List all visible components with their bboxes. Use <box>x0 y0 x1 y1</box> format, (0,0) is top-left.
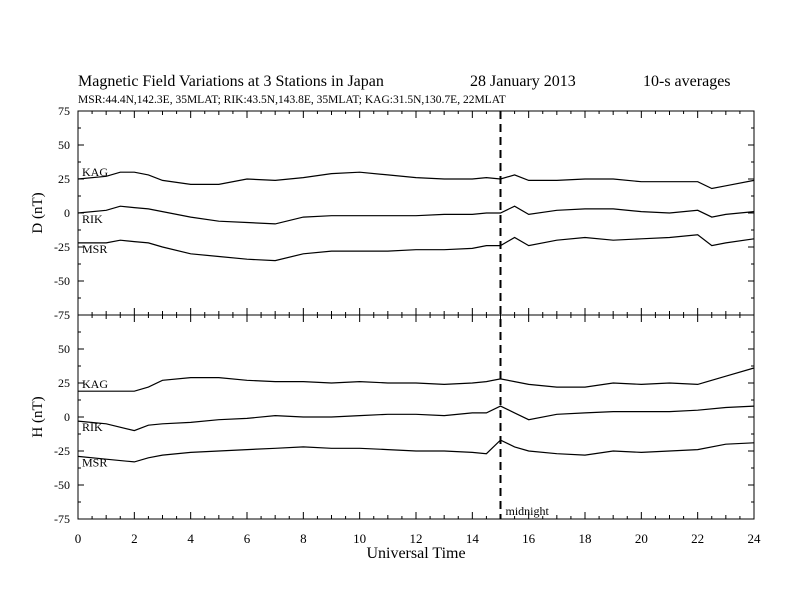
x-tick-label: 22 <box>691 531 704 546</box>
x-tick-label: 0 <box>75 531 82 546</box>
top-series-label-rik: RIK <box>82 212 103 226</box>
averaging-note: 10-s averages <box>643 73 731 90</box>
chart-title: Magnetic Field Variations at 3 Stations … <box>78 73 384 90</box>
x-tick-label: 6 <box>244 531 251 546</box>
top-series-line-msr <box>78 234 755 262</box>
bottom-series-label-rik: RIK <box>82 420 103 434</box>
bottom-ytick-label: -75 <box>54 512 70 526</box>
x-tick-label: 4 <box>187 531 194 546</box>
bottom-series-line-kag <box>78 367 755 392</box>
midnight-label: midnight <box>506 504 550 518</box>
bottom-ytick-label: 50 <box>58 342 70 356</box>
top-series-label-kag: KAG <box>82 165 108 179</box>
x-tick-label: 8 <box>300 531 307 546</box>
top-ytick-label: -25 <box>54 240 70 254</box>
top-panel-frame <box>77 110 755 316</box>
top-ytick-label: 75 <box>58 104 70 118</box>
chart-date: 28 January 2013 <box>470 73 576 90</box>
x-axis-label: Universal Time <box>366 545 465 562</box>
x-tick-label: 16 <box>522 531 536 546</box>
x-tick-label: 2 <box>131 531 138 546</box>
top-ytick-label: -75 <box>54 308 70 322</box>
top-series-label-msr: MSR <box>82 242 107 256</box>
x-tick-label: 18 <box>579 531 592 546</box>
top-ytick-label: 50 <box>58 138 70 152</box>
top-ytick-label: -50 <box>54 274 70 288</box>
x-tick-label: 14 <box>466 531 480 546</box>
bottom-ytick-label: 25 <box>58 376 70 390</box>
bottom-ytick-label: -50 <box>54 478 70 492</box>
x-tick-label: 12 <box>410 531 423 546</box>
bottom-series-label-msr: MSR <box>82 455 107 469</box>
x-tick-label: 20 <box>635 531 648 546</box>
top-ytick-label: 25 <box>58 172 70 186</box>
top-series-line-rik <box>77 205 755 225</box>
x-tick-label: 10 <box>353 531 366 546</box>
stations-info: MSR:44.4N,142.3E, 35MLAT; RIK:43.5N,143.… <box>78 94 506 106</box>
bottom-series-line-rik <box>77 405 755 432</box>
chart-header: Magnetic Field Variations at 3 Stations … <box>78 73 758 93</box>
top-y-axis-label: D (nT) <box>30 192 46 233</box>
bottom-ytick-label: 0 <box>64 410 70 424</box>
bottom-series-line-msr <box>77 439 755 463</box>
x-tick-label: 24 <box>748 531 762 546</box>
top-ytick-label: 0 <box>64 206 70 220</box>
bottom-ytick-label: -25 <box>54 444 70 458</box>
bottom-y-axis-label: H (nT) <box>30 396 46 437</box>
top-series-line-kag <box>77 171 755 190</box>
bottom-panel-frame <box>77 314 755 520</box>
bottom-series-label-kag: KAG <box>82 377 108 391</box>
